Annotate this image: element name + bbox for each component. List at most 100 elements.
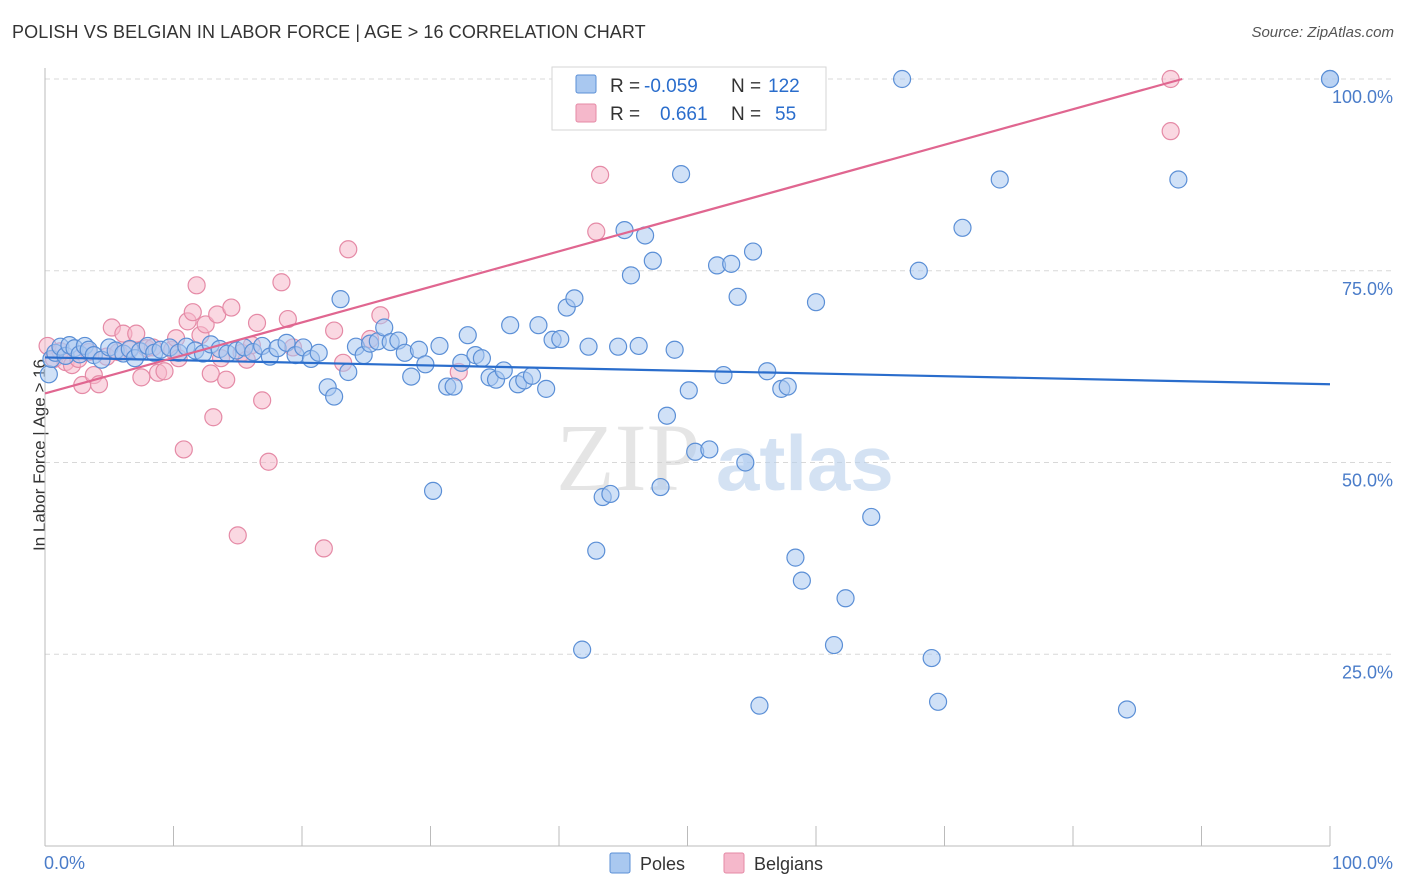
poles-point — [621, 266, 641, 285]
tick-labels: 25.0% 50.0% 75.0% 100.0% 0.0% 100.0% — [44, 87, 1393, 873]
poles-point — [862, 507, 881, 527]
chart-title: POLISH VS BELGIAN IN LABOR FORCE | AGE >… — [12, 22, 646, 42]
belgians-point — [187, 276, 206, 295]
poles-point — [953, 218, 972, 237]
x-tick-label-min: 0.0% — [44, 853, 85, 873]
belgians-point — [591, 165, 610, 184]
legend-poles-swatch — [609, 852, 631, 874]
axes — [44, 68, 1331, 847]
poles-point — [537, 379, 556, 398]
belgians-point — [228, 526, 247, 545]
poles-point — [609, 337, 628, 356]
poles-points — [39, 69, 1340, 719]
y-tick-label: 75.0% — [1342, 279, 1393, 299]
belgians-point — [1161, 122, 1180, 141]
poles-point — [714, 365, 733, 385]
watermark-zip: ZIP — [556, 404, 700, 511]
poles-n-label: N = — [731, 76, 761, 97]
poles-point — [700, 440, 719, 459]
poles-point — [671, 165, 691, 184]
poles-point — [824, 635, 844, 655]
belgians-point — [259, 452, 278, 471]
belgians-r-label: R = — [610, 104, 640, 125]
legend-belgians-swatch — [723, 852, 745, 874]
poles-point — [339, 362, 358, 382]
belgians-point — [183, 303, 202, 322]
belgians-point — [204, 408, 223, 427]
poles-point — [529, 316, 548, 335]
belgians-point — [201, 364, 220, 383]
poles-point — [728, 287, 747, 306]
belgians-trend-line — [44, 77, 1183, 395]
poles-point — [573, 640, 592, 659]
belgians-point — [132, 368, 151, 387]
poles-point — [615, 220, 634, 240]
belgians-point — [325, 321, 344, 340]
belgians-r-value: 0.661 — [660, 104, 708, 125]
series-legend: Poles Belgians — [609, 852, 823, 874]
belgians-point — [272, 273, 291, 292]
belgians-point — [587, 222, 606, 241]
poles-swatch — [575, 74, 597, 94]
stats-legend: R = -0.059 N = 122 R = 0.661 N = 55 — [551, 66, 827, 131]
belgians-point — [314, 539, 333, 558]
stats-legend-frame — [551, 66, 827, 131]
poles-point — [792, 571, 811, 590]
x-tick-label-max: 100.0% — [1332, 853, 1393, 873]
belgians-point — [253, 391, 272, 410]
poles-point — [494, 361, 513, 380]
poles-n-value: 122 — [768, 76, 800, 97]
poles-point — [458, 326, 477, 345]
belgians-point — [155, 362, 174, 381]
poles-point — [331, 290, 350, 309]
poles-point — [743, 242, 763, 261]
poles-point — [629, 336, 648, 356]
poles-point — [990, 170, 1009, 189]
poles-point — [750, 696, 769, 715]
poles-point — [444, 377, 463, 396]
belgians-swatch — [575, 103, 597, 123]
poles-point — [551, 329, 570, 349]
belgians-point — [127, 324, 146, 343]
poles-point — [679, 381, 698, 400]
belgians-point — [222, 298, 241, 317]
poles-point — [657, 406, 677, 425]
poles-point — [736, 453, 755, 472]
y-tick-label: 25.0% — [1342, 662, 1393, 682]
watermark: ZIP atlas — [556, 404, 894, 511]
poles-point — [1169, 170, 1188, 189]
poles-point — [325, 387, 344, 406]
poles-point — [928, 692, 948, 711]
poles-point — [501, 316, 520, 335]
legend-belgians-label: Belgians — [754, 854, 823, 874]
poles-point — [836, 589, 855, 608]
poles-point — [402, 367, 421, 386]
poles-point — [651, 477, 670, 497]
poles-point — [522, 366, 542, 385]
poles-point — [892, 69, 912, 89]
belgians-n-label: N = — [731, 104, 761, 125]
poles-point — [909, 261, 928, 280]
poles-point — [1320, 69, 1340, 89]
poles-point — [39, 365, 58, 384]
belgians-point — [247, 313, 267, 333]
poles-trend-line — [44, 356, 1331, 386]
poles-point — [1117, 700, 1137, 719]
poles-point — [601, 484, 620, 504]
poles-r-value: -0.059 — [644, 76, 698, 97]
poles-point — [277, 333, 296, 352]
poles-point — [806, 293, 826, 312]
belgians-point — [196, 315, 215, 334]
poles-point — [430, 336, 449, 356]
poles-point — [665, 340, 684, 359]
poles-point — [423, 481, 443, 500]
legend-poles-label: Poles — [640, 854, 685, 874]
poles-point — [565, 289, 584, 308]
belgians-point — [278, 309, 297, 329]
poles-point — [472, 349, 491, 368]
poles-point — [643, 251, 662, 270]
belgians-point — [339, 240, 358, 259]
poles-point — [579, 337, 598, 356]
belgians-n-value: 55 — [775, 104, 796, 125]
